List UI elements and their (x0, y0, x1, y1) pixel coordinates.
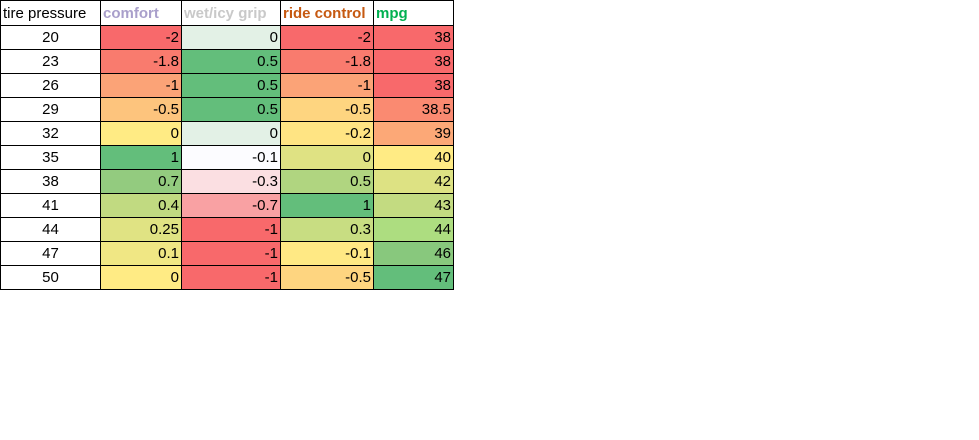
data-row: 38 0.7 -0.3 0.5 42 (0, 169, 454, 194)
column-header[interactable]: wet/icy grip (181, 0, 281, 26)
grip-cell[interactable]: -0.3 (181, 169, 281, 194)
grip-cell[interactable]: -1 (181, 241, 281, 266)
ride-control-cell[interactable]: -0.5 (280, 97, 374, 122)
mpg-cell[interactable]: 46 (373, 241, 454, 266)
data-row: 47 0.1 -1 -0.1 46 (0, 241, 454, 266)
comfort-cell[interactable]: -1.8 (100, 49, 182, 74)
mpg-cell[interactable]: 38 (373, 25, 454, 50)
data-row: 35 1 -0.1 0 40 (0, 145, 454, 170)
mpg-cell[interactable]: 38 (373, 73, 454, 98)
pressure-cell[interactable]: 44 (0, 217, 101, 242)
ride-control-cell[interactable]: 0 (280, 145, 374, 170)
grip-cell[interactable]: -1 (181, 217, 281, 242)
mpg-cell[interactable]: 43 (373, 193, 454, 218)
mpg-cell[interactable]: 38 (373, 49, 454, 74)
comfort-cell[interactable]: -0.5 (100, 97, 182, 122)
ride-control-cell[interactable]: -0.2 (280, 121, 374, 146)
data-row: 29 -0.5 0.5 -0.5 38.5 (0, 97, 454, 122)
ride-control-cell[interactable]: -1.8 (280, 49, 374, 74)
mpg-cell[interactable]: 38.5 (373, 97, 454, 122)
pressure-cell[interactable]: 29 (0, 97, 101, 122)
grip-cell[interactable]: 0.5 (181, 97, 281, 122)
column-header[interactable]: comfort (100, 0, 182, 26)
data-row: 23 -1.8 0.5 -1.8 38 (0, 49, 454, 74)
grip-cell[interactable]: 0 (181, 25, 281, 50)
comfort-cell[interactable]: 0.1 (100, 241, 182, 266)
ride-control-cell[interactable]: 1 (280, 193, 374, 218)
grip-cell[interactable]: 0.5 (181, 73, 281, 98)
ride-control-cell[interactable]: -0.5 (280, 265, 374, 290)
grip-cell[interactable]: -0.1 (181, 145, 281, 170)
data-row: 44 0.25 -1 0.3 44 (0, 217, 454, 242)
spreadsheet: tire pressure comfort wet/icy grip ride con… (0, 0, 454, 290)
data-row: 20 -2 0 -2 38 (0, 25, 454, 50)
comfort-cell[interactable]: 0 (100, 121, 182, 146)
mpg-cell[interactable]: 39 (373, 121, 454, 146)
pressure-cell[interactable]: 50 (0, 265, 101, 290)
comfort-cell[interactable]: -2 (100, 25, 182, 50)
pressure-cell[interactable]: 23 (0, 49, 101, 74)
pressure-cell[interactable]: 32 (0, 121, 101, 146)
data-row: 26 -1 0.5 -1 38 (0, 73, 454, 98)
comfort-cell[interactable]: 0.4 (100, 193, 182, 218)
pressure-cell[interactable]: 35 (0, 145, 101, 170)
data-row: 50 0 -1 -0.5 47 (0, 265, 454, 290)
grip-cell[interactable]: 0.5 (181, 49, 281, 74)
mpg-cell[interactable]: 47 (373, 265, 454, 290)
pressure-cell[interactable]: 20 (0, 25, 101, 50)
comfort-cell[interactable]: 0.25 (100, 217, 182, 242)
pressure-cell[interactable]: 38 (0, 169, 101, 194)
pressure-cell[interactable]: 41 (0, 193, 101, 218)
pressure-cell[interactable]: 26 (0, 73, 101, 98)
data-row: 41 0.4 -0.7 1 43 (0, 193, 454, 218)
column-header[interactable]: mpg (373, 0, 454, 26)
comfort-cell[interactable]: -1 (100, 73, 182, 98)
grip-cell[interactable]: 0 (181, 121, 281, 146)
header-row: tire pressure comfort wet/icy grip ride con… (0, 0, 454, 26)
ride-control-cell[interactable]: -0.1 (280, 241, 374, 266)
ride-control-cell[interactable]: -1 (280, 73, 374, 98)
ride-control-cell[interactable]: -2 (280, 25, 374, 50)
pressure-cell[interactable]: 47 (0, 241, 101, 266)
mpg-cell[interactable]: 44 (373, 217, 454, 242)
comfort-cell[interactable]: 0.7 (100, 169, 182, 194)
ride-control-cell[interactable]: 0.5 (280, 169, 374, 194)
column-header[interactable]: tire pressure (0, 0, 101, 26)
comfort-cell[interactable]: 1 (100, 145, 182, 170)
grip-cell[interactable]: -1 (181, 265, 281, 290)
mpg-cell[interactable]: 42 (373, 169, 454, 194)
data-row: 32 0 0 -0.2 39 (0, 121, 454, 146)
grip-cell[interactable]: -0.7 (181, 193, 281, 218)
comfort-cell[interactable]: 0 (100, 265, 182, 290)
column-header[interactable]: ride control (280, 0, 374, 26)
mpg-cell[interactable]: 40 (373, 145, 454, 170)
ride-control-cell[interactable]: 0.3 (280, 217, 374, 242)
